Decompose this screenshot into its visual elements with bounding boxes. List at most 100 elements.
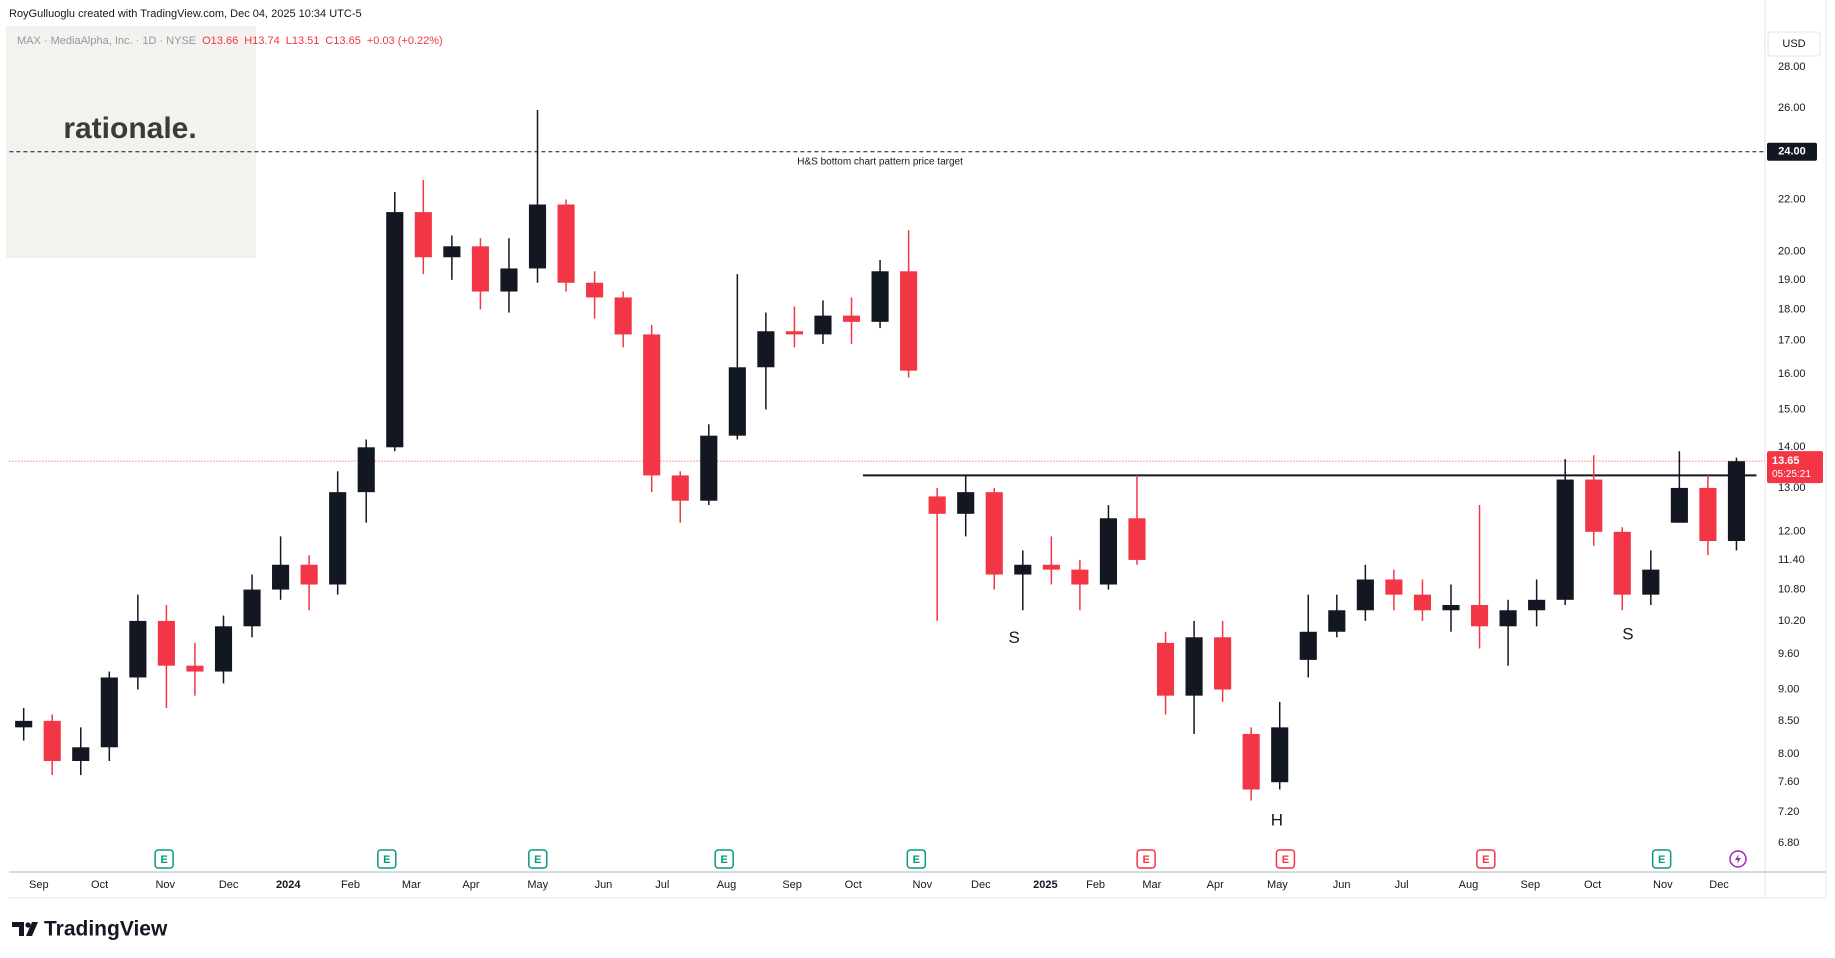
- candle-body: [129, 620, 147, 678]
- candle-body: [1699, 487, 1717, 542]
- candle-body: [1299, 631, 1317, 660]
- ohlc-value: C13.65: [325, 35, 360, 47]
- candle-body: [1727, 461, 1746, 542]
- x-tick-label: Jul: [1395, 879, 1409, 891]
- candle-body: [1356, 579, 1374, 611]
- candle-body: [1642, 569, 1660, 595]
- x-tick-label: Feb: [1086, 879, 1105, 891]
- price-target-box: [1767, 142, 1817, 161]
- x-tick-label: Apr: [1207, 879, 1224, 891]
- earnings-label: E: [721, 854, 728, 866]
- candle-body: [157, 620, 175, 666]
- logo-shape: [12, 922, 24, 936]
- candle-body: [1128, 518, 1146, 560]
- ohlc-value: +0.03 (+0.22%): [367, 35, 443, 47]
- x-tick-label: Sep: [782, 879, 802, 891]
- candle-body: [842, 315, 861, 322]
- candle-body: [500, 268, 518, 292]
- countdown: 05:25:21: [1772, 469, 1811, 480]
- x-tick-label: Jul: [655, 879, 669, 891]
- candle-body: [100, 677, 118, 748]
- candle-body: [814, 315, 832, 335]
- x-tick-label: Oct: [1584, 879, 1601, 891]
- y-tick-label: 8.50: [1778, 715, 1799, 727]
- x-tick-label: Jun: [595, 879, 613, 891]
- brand: TradingView: [44, 918, 168, 941]
- x-tick-label: Nov: [913, 879, 933, 891]
- x-tick-label: Oct: [91, 879, 108, 891]
- candle-body: [1585, 479, 1603, 532]
- currency-box[interactable]: [1767, 31, 1821, 57]
- candle-body: [728, 367, 746, 436]
- y-tick-label: 17.00: [1778, 335, 1806, 347]
- last-price-label: 13.65: [1772, 455, 1800, 467]
- candle-body: [43, 720, 61, 761]
- y-tick-label: 28.00: [1778, 61, 1806, 73]
- candle-body: [1670, 487, 1688, 523]
- candle-body: [557, 204, 575, 283]
- candle-body: [1442, 605, 1460, 611]
- candle-body: [614, 297, 632, 335]
- y-tick-label: 19.00: [1778, 274, 1806, 286]
- lightning-icon: [1729, 850, 1747, 868]
- candle-body: [443, 246, 461, 258]
- y-tick-label: 7.20: [1778, 806, 1799, 818]
- y-tick-label: 11.40: [1778, 554, 1805, 566]
- earnings-label: E: [913, 854, 920, 866]
- candle-body: [300, 564, 318, 585]
- x-tick-label: Mar: [402, 879, 421, 891]
- y-tick-label: 6.80: [1778, 837, 1799, 849]
- currency: USD: [1782, 38, 1805, 50]
- x-tick-label: Sep: [29, 879, 49, 891]
- candle-body: [700, 435, 718, 501]
- candle-body: [72, 747, 90, 761]
- candle-body: [1470, 605, 1489, 627]
- y-tick-label: 7.60: [1778, 776, 1799, 788]
- price-target-label: 24.00: [1778, 146, 1806, 158]
- last-price-box: [1767, 451, 1823, 484]
- y-tick-label: 13.00: [1778, 482, 1806, 494]
- candle-body: [757, 331, 775, 368]
- y-tick-label: 14.00: [1778, 441, 1806, 453]
- candle-body: [928, 496, 946, 514]
- candle-body: [471, 246, 489, 292]
- ohlc-value: H13.74: [244, 35, 279, 47]
- candle-body: [1271, 727, 1289, 783]
- candle-body: [272, 564, 290, 590]
- candle-body: [15, 720, 33, 728]
- candle-body: [1099, 518, 1117, 585]
- y-tick-label: 12.00: [1778, 526, 1806, 538]
- candle-body: [785, 331, 803, 335]
- candle-body: [586, 282, 604, 298]
- candle-body: [1499, 610, 1517, 627]
- x-tick-label: Apr: [462, 879, 479, 891]
- y-tick-label: 22.00: [1778, 193, 1806, 205]
- candle-body: [243, 589, 261, 627]
- pattern-label: S: [1009, 628, 1020, 647]
- x-tick-label: May: [1267, 879, 1288, 891]
- earnings-label: E: [1658, 854, 1665, 866]
- watermark: rationale.: [63, 112, 196, 145]
- y-tick-label: 9.60: [1778, 648, 1799, 660]
- candle-body: [386, 212, 404, 448]
- x-tick-label: Nov: [1653, 879, 1673, 891]
- logo-dot: [25, 922, 31, 928]
- candle-body: [186, 665, 204, 672]
- x-tick-label: Dec: [219, 879, 239, 891]
- earnings-marker: [1476, 849, 1496, 869]
- candle-body: [1613, 531, 1631, 595]
- earnings-marker: [1136, 849, 1156, 869]
- candle-body: [985, 492, 1003, 575]
- x-tick-label: Aug: [1459, 879, 1479, 891]
- lightning-circle: [1729, 850, 1747, 868]
- x-tick-label: May: [527, 879, 548, 891]
- candle-body: [671, 475, 689, 501]
- earnings-marker: [1651, 849, 1672, 869]
- candle-body: [357, 447, 375, 493]
- y-tick-label: 15.00: [1778, 403, 1806, 415]
- candle-body: [414, 212, 432, 258]
- y-tick-label: 10.80: [1778, 583, 1806, 595]
- earnings-marker: [906, 849, 927, 869]
- x-tick-label: Nov: [155, 879, 175, 891]
